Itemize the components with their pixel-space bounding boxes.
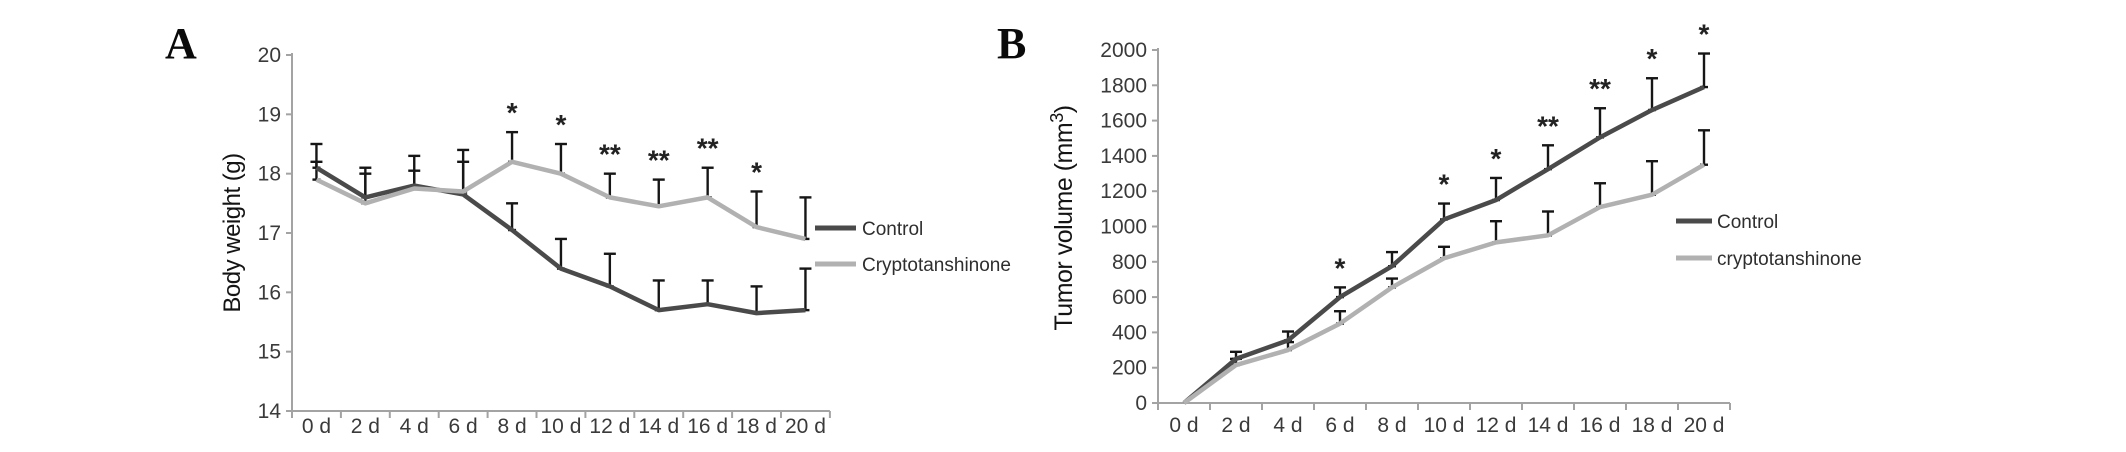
significance-star: ** [599, 139, 621, 170]
x-tick-label: 16 d [687, 415, 728, 438]
y-tick-label: 200 [1112, 357, 1147, 380]
x-tick-label: 20 d [785, 415, 826, 438]
significance-star: * [751, 156, 762, 187]
significance-star: * [1335, 252, 1346, 283]
x-tick-label: 10 d [1424, 414, 1465, 437]
legend-label-cryptotanshinone: cryptotanshinone [1717, 249, 1862, 270]
series-lines [1182, 85, 1706, 405]
legend-label-control: Control [862, 219, 923, 240]
panel-a: A Body weight (g) 14 15 16 17 18 19 20 0 d 2 d 4 d 6… [165, 19, 1011, 438]
y-axis-title: Tumor volume (mm3) [1047, 105, 1078, 330]
significance-star: ** [648, 145, 670, 176]
x-tick-label: 4 d [1273, 414, 1302, 437]
x-tick-label: 12 d [1476, 414, 1517, 437]
y-tick-label: 20 [258, 44, 281, 67]
legend: Control Cryptotanshinone [815, 219, 1011, 276]
significance-star: * [1491, 143, 1502, 174]
legend-label-control: Control [1717, 212, 1778, 233]
series-line-control [315, 165, 806, 316]
significance-star: * [1699, 19, 1710, 50]
error-bars [310, 130, 812, 315]
x-tick-label: 16 d [1580, 414, 1621, 437]
y-axis-title: Body weight (g) [219, 153, 246, 312]
y-tick-label: 16 [258, 281, 281, 304]
y-tick-label: 1200 [1100, 180, 1147, 203]
axes [286, 53, 831, 418]
y-tick-label: 400 [1112, 321, 1147, 344]
y-tick-label: 1400 [1100, 145, 1147, 168]
x-tick-label: 20 d [1684, 414, 1725, 437]
x-tick-label: 0 d [1169, 414, 1198, 437]
y-tick-label: 19 [258, 103, 281, 126]
y-tick-labels: 0 200 400 600 800 1000 1200 1400 1600 1800 2000 [1100, 39, 1147, 415]
panel-b: B Tumor volume (mm3) 0 200 400 600 800 1000 1200… [997, 19, 1862, 437]
y-tick-label: 1600 [1100, 110, 1147, 133]
y-tick-label: 1000 [1100, 216, 1147, 239]
x-tick-label: 0 d [302, 415, 331, 438]
x-tick-labels: 0 d 2 d 4 d 6 d 8 d 10 d 12 d 14 d 16 d 18 d 20 d [1169, 414, 1724, 437]
x-tick-label: 2 d [351, 415, 380, 438]
x-tick-label: 18 d [1632, 414, 1673, 437]
x-tick-labels: 0 d 2 d 4 d 6 d 8 d 10 d 12 d 14 d 16 d 18 d 20 d [302, 415, 826, 438]
x-tick-label: 10 d [541, 415, 582, 438]
axes [1152, 48, 1731, 410]
significance-star: * [1647, 43, 1658, 74]
y-tick-label: 2000 [1100, 39, 1147, 62]
panel-letter-a: A [165, 19, 197, 68]
y-tick-labels: 14 15 16 17 18 19 20 [258, 44, 282, 423]
y-tick-label: 14 [258, 400, 282, 423]
x-tick-label: 6 d [1325, 414, 1354, 437]
x-tick-label: 8 d [1377, 414, 1406, 437]
series-lines [315, 159, 806, 316]
x-tick-label: 14 d [638, 415, 679, 438]
significance-star: * [555, 109, 566, 140]
panel-letter-b: B [997, 19, 1026, 68]
significance-star: ** [1589, 73, 1611, 104]
y-tick-label: 800 [1112, 251, 1147, 274]
legend: Control cryptotanshinone [1676, 212, 1862, 270]
significance-star: ** [1537, 110, 1559, 141]
x-tick-label: 2 d [1221, 414, 1250, 437]
x-tick-label: 12 d [589, 415, 630, 438]
x-tick-label: 4 d [400, 415, 429, 438]
series-line-cryptotanshinone [1182, 162, 1706, 405]
y-tick-label: 17 [258, 222, 281, 245]
legend-label-cryptotanshinone: Cryptotanshinone [862, 255, 1011, 276]
series-line-control [1182, 85, 1705, 405]
significance-star: * [1439, 169, 1450, 200]
x-tick-label: 6 d [449, 415, 478, 438]
significance-marks: ********* [1335, 19, 1710, 284]
significance-star: * [507, 97, 518, 128]
x-tick-label: 14 d [1528, 414, 1569, 437]
x-tick-label: 8 d [497, 415, 526, 438]
series-line-cryptotanshinone [315, 159, 806, 242]
x-tick-label: 18 d [736, 415, 777, 438]
y-tick-label: 0 [1135, 392, 1147, 415]
y-tick-label: 600 [1112, 286, 1147, 309]
y-tick-label: 1800 [1100, 74, 1147, 97]
significance-star: ** [697, 133, 719, 164]
significance-marks: ********* [507, 97, 763, 187]
y-tick-label: 18 [258, 163, 281, 186]
y-tick-label: 15 [258, 341, 281, 364]
